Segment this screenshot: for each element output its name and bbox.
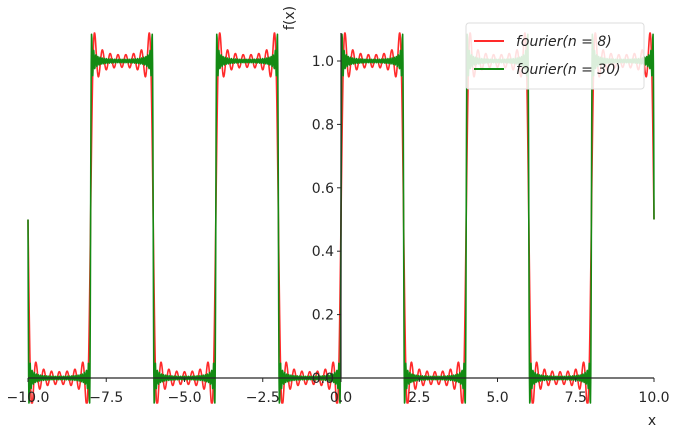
x-tick-label: 5.0 [486,390,508,406]
y-ticks: 0.0 0.2 0.4 0.6 0.8 1.0 [312,54,341,387]
legend-label: fourier(n = 30) [516,62,621,78]
x-tick-label: −10.0 [7,390,50,406]
x-tick-label: 2.5 [408,390,430,406]
x-tick-label: −7.5 [89,390,123,406]
x-tick-label: −5.0 [168,390,202,406]
x-ticks: −10.0 −7.5 −5.0 −2.5 0.0 2.5 5.0 7.5 10.0 [7,378,670,406]
legend-label: fourier(n = 8) [516,34,612,50]
legend-box [465,22,645,90]
axes-layer: −10.0 −7.5 −5.0 −2.5 0.0 2.5 5.0 7.5 10.0 0.0 0.2… [7,6,670,429]
y-tick-label: 0.6 [312,181,334,197]
y-tick-label: 1.0 [312,54,334,70]
x-tick-label: −2.5 [246,390,280,406]
x-tick-label: 7.5 [565,390,587,406]
y-axis-label: f(x) [282,6,298,30]
y-tick-label: 0.2 [312,308,334,324]
y-tick-label: 0.4 [312,244,334,260]
x-axis-label: x [648,413,656,429]
y-tick-label: 0.0 [312,371,334,387]
x-tick-label: 10.0 [638,390,669,406]
x-tick-label: 0.0 [330,390,352,406]
legend: fourier(n = 8) fourier(n = 30) [465,22,645,90]
y-tick-label: 0.8 [312,117,334,133]
legend-entries: fourier(n = 8) fourier(n = 30) [474,34,621,78]
